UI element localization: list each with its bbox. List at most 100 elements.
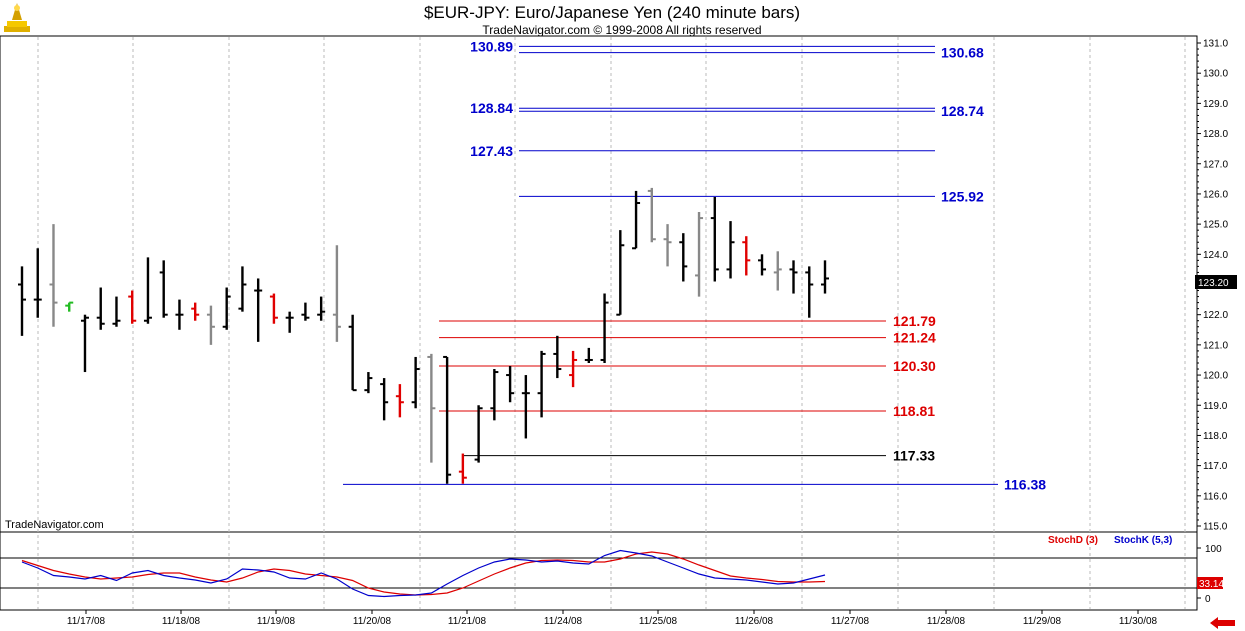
price-tick-label: 117.0 <box>1203 461 1228 472</box>
price-bar <box>395 384 404 418</box>
stochastic-gridlines <box>0 557 1197 589</box>
price-bar <box>584 347 593 363</box>
price-bar <box>537 350 546 418</box>
price-tick-label: 129.0 <box>1203 99 1228 110</box>
price-bar <box>301 302 310 321</box>
date-tick-label: 11/25/08 <box>639 616 678 627</box>
price-bars <box>18 187 829 484</box>
price-tick-label: 115.0 <box>1203 522 1228 533</box>
price-tick-label: 116.0 <box>1203 491 1228 502</box>
price-tick-label: 121.0 <box>1203 340 1228 351</box>
level-label-116.38: 116.38 <box>1004 476 1046 492</box>
price-bar <box>18 266 26 336</box>
price-bar <box>758 254 767 276</box>
price-bar <box>632 190 641 250</box>
price-tick-label: 119.0 <box>1203 401 1228 412</box>
legend-stochk: StochK (5,3) <box>1114 535 1172 546</box>
level-label-117.33: 117.33 <box>893 448 935 464</box>
price-bar <box>506 366 515 403</box>
price-panel <box>0 35 1198 533</box>
vertical-gridlines <box>37 37 1186 609</box>
level-label-130.68: 130.68 <box>941 45 984 61</box>
price-bar <box>206 305 215 345</box>
level-label-127.43: 127.43 <box>470 143 513 159</box>
chart-title: $EUR-JPY: Euro/Japanese Yen (240 minute … <box>424 3 800 22</box>
price-bar <box>474 405 483 463</box>
date-axis: 11/17/08 11/18/08 11/19/08 11/20/08 11/21/08… <box>67 610 1158 627</box>
date-tick-label: 11/28/08 <box>927 616 966 627</box>
price-tick-label: 118.0 <box>1203 431 1228 442</box>
price-bar <box>742 236 751 276</box>
price-bar <box>710 196 719 282</box>
level-label-130.89: 130.89 <box>470 38 513 54</box>
level-label-128.84: 128.84 <box>470 100 513 116</box>
price-bar <box>269 293 278 324</box>
stochastic-last-value: 33.14 <box>1199 579 1224 590</box>
price-bar <box>616 230 625 316</box>
price-tick-label: 127.0 <box>1203 159 1228 170</box>
price-bar <box>726 221 735 279</box>
stochastic-tick-label: 0 <box>1205 594 1211 605</box>
series-stoch_k <box>21 549 826 598</box>
price-bar <box>128 290 137 324</box>
date-tick-label: 11/29/08 <box>1023 616 1062 627</box>
price-bar <box>458 453 467 484</box>
price-bar <box>191 302 200 321</box>
price-bar <box>364 372 373 394</box>
copyright-text: TradeNavigator.com © 1999-2008 All right… <box>482 23 761 37</box>
level-label-118.81: 118.81 <box>893 403 935 419</box>
stochastic-last-marker: 33.14 <box>1197 577 1224 590</box>
price-bar <box>254 278 263 342</box>
last-price-marker: 123.20 <box>1195 275 1237 289</box>
price-bar <box>805 266 814 318</box>
price-tick-label: 126.0 <box>1203 189 1228 200</box>
price-bar <box>143 257 152 324</box>
price-bar <box>695 212 704 297</box>
scroll-left-arrow-icon[interactable] <box>1208 617 1238 629</box>
price-bar <box>380 378 389 421</box>
price-bar <box>159 260 168 318</box>
level-label-125.92: 125.92 <box>941 188 984 204</box>
price-bar <box>679 233 688 282</box>
price-tick-label: 120.0 <box>1203 371 1228 382</box>
price-bar <box>317 296 326 321</box>
stochastic-tick-label: 100 <box>1205 544 1222 555</box>
price-levels: 130.89 130.68 128.84 128.74 127.43 125.92 121.… <box>343 38 1046 492</box>
price-bar <box>348 314 357 392</box>
stochastic-axis: 0 100 <box>1197 544 1222 605</box>
date-tick-label: 11/21/08 <box>448 616 487 627</box>
price-bar <box>773 251 782 291</box>
level-label-128.74: 128.74 <box>941 103 984 119</box>
price-tick-label: 131.0 <box>1203 39 1228 50</box>
price-tick-label: 128.0 <box>1203 129 1228 140</box>
price-bar <box>175 299 184 330</box>
price-bar <box>647 187 656 243</box>
price-tick-label: 122.0 <box>1203 310 1228 321</box>
price-bar <box>65 301 74 312</box>
price-bar <box>49 224 58 327</box>
price-bar <box>33 248 42 318</box>
date-tick-label: 11/24/08 <box>544 616 583 627</box>
price-bar <box>332 245 341 342</box>
price-bar <box>238 266 247 312</box>
stochastic-panel <box>0 531 1198 611</box>
price-bar <box>821 260 829 294</box>
source-label: TradeNavigator.com <box>5 519 104 531</box>
date-tick-label: 11/30/08 <box>1119 616 1158 627</box>
last-price-label: 123.20 <box>1198 278 1229 289</box>
price-bar <box>80 314 89 373</box>
date-tick-label: 11/17/08 <box>67 616 106 627</box>
price-bar <box>663 224 672 267</box>
price-bar <box>553 335 562 379</box>
series-stoch_d <box>21 551 826 596</box>
date-tick-label: 11/27/08 <box>831 616 870 627</box>
price-bar <box>96 287 105 330</box>
level-label-121.24: 121.24 <box>893 330 936 346</box>
price-bar <box>569 350 578 388</box>
date-tick-label: 11/26/08 <box>735 616 774 627</box>
price-bar <box>411 356 420 409</box>
price-tick-label: 125.0 <box>1203 220 1228 231</box>
price-bar <box>112 296 121 327</box>
price-bar <box>789 260 798 294</box>
price-bar <box>285 311 294 333</box>
